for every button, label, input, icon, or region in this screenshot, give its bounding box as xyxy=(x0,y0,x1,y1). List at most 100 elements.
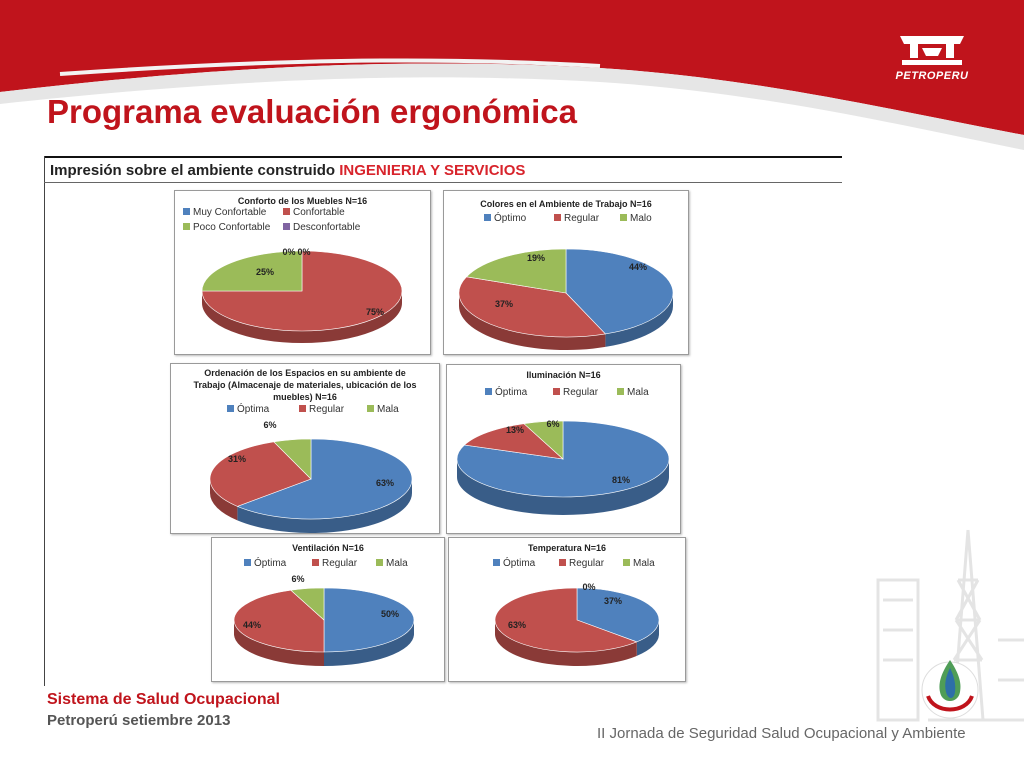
footer-title: Sistema de Salud Ocupacional xyxy=(47,691,280,708)
legend-entry: Óptimo xyxy=(494,211,527,224)
pie-slice xyxy=(209,441,312,507)
data-label: 6% xyxy=(546,419,559,429)
legend-swatch xyxy=(620,214,627,221)
pie-slice xyxy=(236,438,413,520)
pie-slice xyxy=(233,589,325,653)
pie-slice xyxy=(273,438,312,480)
chart-title: Ordenación de los Espacios en su ambient… xyxy=(204,368,406,378)
legend-entry: Regular xyxy=(563,387,599,398)
legend-entry: Óptima xyxy=(503,556,536,569)
pie-svg: Colores en el Ambiente de Trabajo N=16 Óp… xyxy=(458,199,674,350)
data-label: 63% xyxy=(376,478,394,488)
data-label: 13% xyxy=(506,425,524,435)
chart-panel: Impresión sobre el ambiente construido I… xyxy=(44,156,842,686)
data-label: 37% xyxy=(604,596,622,606)
legend-swatch xyxy=(623,559,630,566)
legend-swatch xyxy=(485,388,492,395)
legend-swatch xyxy=(553,388,560,395)
legend-swatch xyxy=(244,559,251,566)
panel-top-rule xyxy=(44,156,842,158)
legend-entry: Regular xyxy=(564,213,600,224)
pie-slice xyxy=(576,587,660,643)
pie-svg: Ordenación de los Espacios en su ambient… xyxy=(193,368,417,533)
pie-slice-side xyxy=(457,459,669,515)
panel-caption-rule xyxy=(44,182,842,183)
chart-title: Iluminación N=16 xyxy=(526,370,600,380)
data-label: 6% xyxy=(263,420,276,430)
logo-text: PETROPERU xyxy=(895,70,969,82)
pie-slice xyxy=(465,248,567,294)
pie-slice-side xyxy=(459,293,606,350)
chart-furniture-comfort: Conforto de los Muebles N=16 Muy Conforta… xyxy=(174,190,431,355)
pie-svg: Ventilación N=16 Óptima Regular Mala 50% 44% 6… xyxy=(233,543,415,666)
legend-entry: Mala xyxy=(377,404,399,415)
chart-title: Colores en el Ambiente de Trabajo N=16 xyxy=(480,199,651,209)
panel-caption: Impresión sobre el ambiente construido I… xyxy=(50,162,525,179)
pie-slice xyxy=(494,587,638,653)
legend-swatch xyxy=(227,405,234,412)
data-label: 0% xyxy=(297,247,310,257)
chart-title: muebles) N=16 xyxy=(273,392,337,402)
emblem-icon xyxy=(921,660,979,719)
data-label: 6% xyxy=(291,574,304,584)
legend-entry: Confortable xyxy=(293,207,345,218)
legend-entry: Óptima xyxy=(495,385,528,398)
data-label: 31% xyxy=(228,454,246,464)
chart-title: Trabajo (Almacenaje de materiales, ubica… xyxy=(193,380,416,390)
data-label: 50% xyxy=(381,609,399,619)
pie-slice xyxy=(458,276,607,338)
pie-svg: Iluminación N=16 Óptima Regular Mala 81% 13% 6… xyxy=(456,370,670,515)
legend-swatch xyxy=(617,388,624,395)
pie-slice xyxy=(201,250,303,292)
legend-swatch xyxy=(493,559,500,566)
legend-entry: Regular xyxy=(309,404,345,415)
legend-entry: Óptima xyxy=(237,402,270,415)
refinery-watermark xyxy=(876,529,1024,722)
pie-svg: Temperatura N=16 Óptima Regular Mala 37% 63% 0… xyxy=(493,543,660,666)
legend-swatch xyxy=(283,223,290,230)
data-label: 0% xyxy=(582,582,595,592)
legend-swatch xyxy=(299,405,306,412)
legend-entry: Regular xyxy=(569,558,605,569)
data-label: 44% xyxy=(243,620,261,630)
legend-entry: Mala xyxy=(627,387,649,398)
legend-swatch xyxy=(283,208,290,215)
chart-title: Conforto de los Muebles N=16 xyxy=(238,196,367,206)
legend-swatch xyxy=(183,223,190,230)
legend-entry: Mala xyxy=(633,558,655,569)
chart-workplace-colors: Colores en el Ambiente de Trabajo N=16 Óp… xyxy=(443,190,689,355)
legend-swatch xyxy=(554,214,561,221)
pie-slice-side xyxy=(210,479,238,521)
data-label: 44% xyxy=(629,262,647,272)
pie-slice xyxy=(463,423,564,460)
legend-entry: Regular xyxy=(322,558,358,569)
chart-title: Temperatura N=16 xyxy=(528,543,606,553)
chart-lighting: Iluminación N=16 Óptima Regular Mala 81% 13% 6… xyxy=(446,364,681,534)
footer-subtitle: Petroperú setiembre 2013 xyxy=(47,712,231,729)
legend-swatch xyxy=(183,208,190,215)
pie-slice xyxy=(565,248,674,335)
panel-left-rule xyxy=(44,156,45,686)
legend-entry: Mala xyxy=(386,558,408,569)
legend-entry: Óptima xyxy=(254,556,287,569)
footer-event: II Jornada de Seguridad Salud Ocupaciona… xyxy=(597,725,966,742)
chart-temperature: Temperatura N=16 Óptima Regular Mala 37% 63% 0… xyxy=(448,537,686,682)
legend-entry: Malo xyxy=(630,213,652,224)
legend-entry: Desconfortable xyxy=(293,222,361,233)
data-label: 37% xyxy=(495,299,513,309)
pie-slice-side xyxy=(324,620,414,666)
data-label: 19% xyxy=(527,253,545,263)
pie-slice-side xyxy=(237,479,412,533)
legend-swatch xyxy=(312,559,319,566)
logo-mark xyxy=(900,36,964,65)
chart-title: Ventilación N=16 xyxy=(292,543,364,553)
legend-entry: Muy Confortable xyxy=(193,207,267,218)
legend-swatch xyxy=(559,559,566,566)
pie-slice xyxy=(323,587,415,653)
panel-caption-accent: INGENIERIA Y SERVICIOS xyxy=(339,162,526,179)
pie-slice xyxy=(523,420,564,460)
legend-swatch xyxy=(484,214,491,221)
legend-swatch xyxy=(376,559,383,566)
chart-ventilation: Ventilación N=16 Óptima Regular Mala 50% 44% 6… xyxy=(211,537,445,682)
pie-slice-side xyxy=(234,620,324,666)
